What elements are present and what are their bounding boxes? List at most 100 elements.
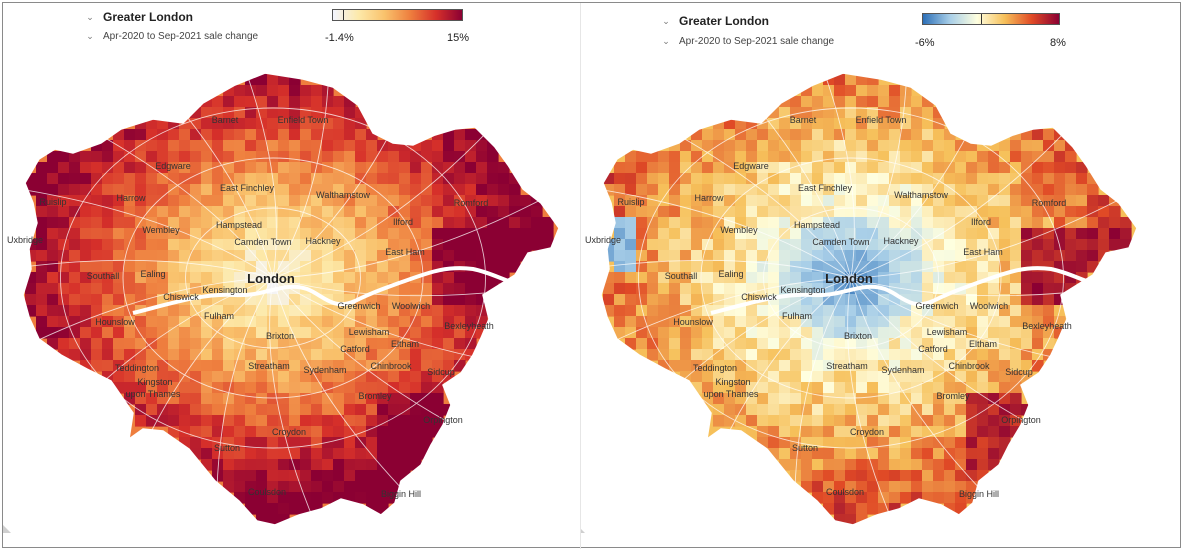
ward-cell: [80, 327, 92, 339]
ward-cell: [845, 74, 857, 86]
ward-cell: [454, 217, 466, 229]
ward-cell: [520, 239, 532, 251]
ward-cell: [900, 206, 912, 218]
ward-cell: [410, 151, 422, 163]
region-selector-right[interactable]: ⌄ Greater London: [661, 14, 769, 28]
ward-cell: [333, 217, 345, 229]
ward-cell: [724, 140, 736, 152]
ward-cell: [1010, 415, 1022, 427]
ward-cell: [432, 426, 444, 438]
ward-cell: [823, 470, 835, 482]
ward-cell: [223, 129, 235, 141]
ward-cell: [366, 371, 378, 383]
ward-cell: [1021, 327, 1033, 339]
ward-cell: [636, 228, 648, 240]
region-selector-left[interactable]: ⌄ Greater London: [85, 10, 193, 24]
ward-cell: [966, 140, 978, 152]
ward-cell: [58, 261, 70, 273]
ward-cell: [267, 470, 279, 482]
ward-cell: [278, 140, 290, 152]
ward-cell: [768, 162, 780, 174]
ward-cell: [669, 360, 681, 372]
ward-cell: [278, 96, 290, 108]
ward-cell: [944, 173, 956, 185]
ward-cell: [498, 250, 510, 262]
ward-cell: [201, 404, 213, 416]
ward-cell: [344, 195, 356, 207]
ward-cell: [1021, 140, 1033, 152]
ward-cell: [911, 129, 923, 141]
ward-cell: [421, 415, 433, 427]
ward-cell: [300, 250, 312, 262]
ward-cell: [223, 415, 235, 427]
ward-cell: [922, 382, 934, 394]
ward-cell: [680, 184, 692, 196]
ward-cell: [322, 338, 334, 350]
ward-cell: [245, 470, 257, 482]
ward-cell: [691, 316, 703, 328]
ward-cell: [834, 228, 846, 240]
metric-selector-left[interactable]: ⌄ Apr-2020 to Sep-2021 sale change: [85, 31, 258, 42]
ward-cell: [388, 305, 400, 317]
ward-cell: [212, 129, 224, 141]
ward-cell: [190, 173, 202, 185]
ward-cell: [977, 415, 989, 427]
ward-cell: [344, 184, 356, 196]
ward-cell: [234, 129, 246, 141]
ward-cell: [300, 404, 312, 416]
ward-cell: [1120, 217, 1132, 229]
ward-cell: [256, 305, 268, 317]
place-label: Sutton: [792, 443, 818, 453]
ward-cell: [867, 250, 879, 262]
ward-cell: [944, 470, 956, 482]
ward-cell: [658, 316, 670, 328]
ward-cell: [432, 272, 444, 284]
ward-cell: [366, 503, 378, 515]
ward-cell: [212, 184, 224, 196]
ward-cell: [366, 206, 378, 218]
ward-cell: [300, 415, 312, 427]
ward-cell: [124, 316, 136, 328]
ward-cell: [388, 448, 400, 460]
ward-cell: [212, 426, 224, 438]
ward-cell: [823, 272, 835, 284]
ward-cell: [1010, 360, 1022, 372]
ward-cell: [388, 426, 400, 438]
ward-cell: [999, 206, 1011, 218]
ward-cell: [322, 228, 334, 240]
place-label: Hampstead: [216, 220, 262, 230]
ward-cell: [80, 338, 92, 350]
ward-cell: [614, 217, 626, 229]
ward-cell: [410, 437, 422, 449]
ward-cell: [900, 96, 912, 108]
ward-cell: [234, 459, 246, 471]
ward-cell: [47, 305, 59, 317]
thames-river: [132, 266, 524, 315]
ward-cell: [366, 294, 378, 306]
ward-cell: [878, 228, 890, 240]
ward-cell: [867, 415, 879, 427]
ward-cell: [801, 217, 813, 229]
ward-cell: [757, 173, 769, 185]
ward-cell: [212, 173, 224, 185]
place-label: Orpington: [1001, 415, 1041, 425]
ward-cell: [966, 492, 978, 504]
ward-cell: [977, 272, 989, 284]
ward-cell: [135, 129, 147, 141]
ward-cell: [377, 151, 389, 163]
ward-cell: [388, 261, 400, 273]
ward-cell: [289, 118, 301, 130]
ward-cell: [614, 206, 626, 218]
ward-cell: [966, 327, 978, 339]
ward-cell: [988, 327, 1000, 339]
ward-cell: [465, 349, 477, 361]
ward-cell: [790, 283, 802, 295]
ward-cell: [999, 349, 1011, 361]
metric-selector-right[interactable]: ⌄ Apr-2020 to Sep-2021 sale change: [661, 36, 834, 47]
ward-cell: [465, 195, 477, 207]
ward-cell: [69, 173, 81, 185]
ward-cell: [91, 173, 103, 185]
ward-cell: [658, 283, 670, 295]
